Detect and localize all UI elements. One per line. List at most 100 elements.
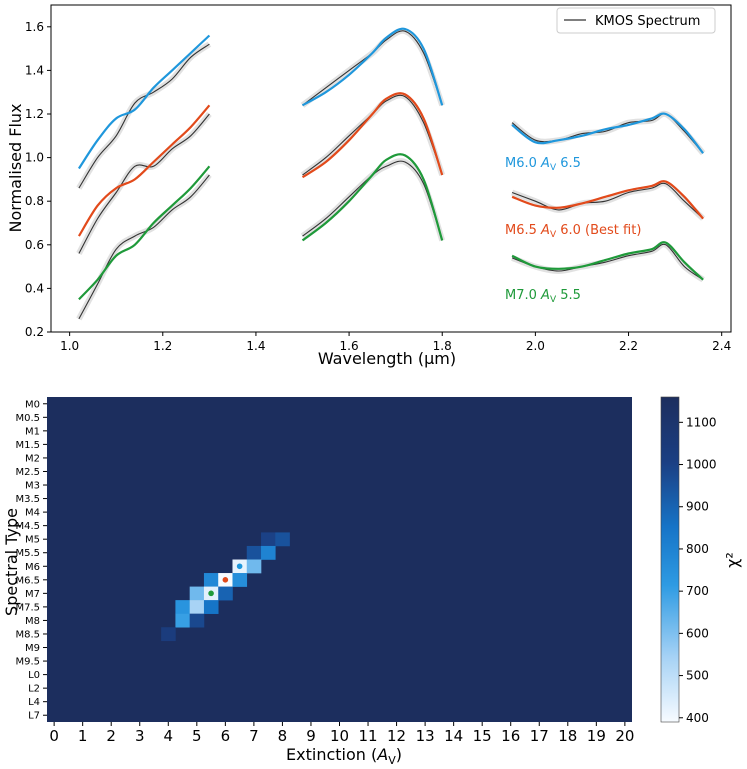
colorbar-tick-label: 500 — [686, 669, 709, 683]
chi2-heatmap-panel: 0 1 2 3 4 5 6 7 8 9 10 11 12 13 14 15 16 17 18 19 20 M0M0.5M… — [2, 396, 742, 767]
heatmap-x-tick-label: 1 — [78, 727, 88, 745]
heatmap-y-tick-label: M7 — [25, 589, 40, 600]
spectrum-x-tick-label: 1.4 — [246, 339, 265, 353]
heatmap-y-tick-label: L2 — [28, 684, 40, 695]
heatmap-x-tick-label: 4 — [164, 727, 174, 745]
model-spectrum-line-0 — [77, 34, 211, 170]
heatmap-y-ticks: M0 M0.5 M1 M1.5 M2 M2.5 M3 M3.5 M4 M4.5 M5 M5.5 M6 M6… — [15, 399, 47, 722]
heatmap-y-tick-label: M4.5 — [15, 521, 40, 532]
kmos-spectrum-line — [78, 113, 210, 254]
heatmap-background-cells — [47, 397, 632, 722]
colorbar-tick-label: 600 — [686, 626, 709, 640]
model-spectrum-line-0 — [301, 27, 444, 107]
kmos-spectrum-line — [511, 243, 704, 281]
colorbar-tick-label: 1000 — [686, 458, 717, 472]
model-spectrum-line-2 — [301, 153, 444, 242]
spectrum-x-tick-label: 2.0 — [526, 339, 545, 353]
heatmap-cell — [203, 573, 219, 587]
heatmap-y-tick-label: M6 — [25, 562, 40, 573]
spectrum-y-tick-label: 0.6 — [25, 238, 44, 252]
colorbar: 400 500 600 700 800 900 1000 1100 χ² — [660, 396, 742, 725]
spectrum-x-ticks: 1.0 1.2 1.4 1.6 1.8 2.0 2.2 2.4 — [60, 332, 731, 353]
spectrum-y-tick-label: 1.6 — [25, 20, 44, 34]
spectrum-lines — [76, 27, 706, 321]
spectrum-x-tick-label: 2.4 — [712, 339, 731, 353]
model-spectrum-line-0 — [511, 112, 704, 154]
heatmap-cell — [175, 600, 190, 614]
heatmap-cell — [161, 627, 176, 642]
heatmap-cell — [261, 532, 276, 547]
heatmap-y-tick-label: M2 — [25, 453, 40, 464]
heatmap-cells — [47, 397, 632, 722]
spectrum-y-ticks: 0.2 0.4 0.6 0.8 1.0 1.2 1.4 1.6 — [25, 20, 51, 339]
heatmap-x-tick-label: 9 — [306, 727, 316, 745]
heatmap-y-tick-label: L7 — [28, 711, 40, 722]
spectrum-y-tick-label: 0.4 — [25, 281, 44, 295]
heatmap-y-tick-label: M4 — [25, 508, 40, 519]
heatmap-x-tick-label: 3 — [135, 727, 145, 745]
legend-label: KMOS Spectrum — [595, 14, 700, 29]
heatmap-cell — [261, 545, 276, 560]
best-fit-marker — [208, 590, 214, 597]
heatmap-x-tick-label: 18 — [558, 727, 577, 745]
spectrum-y-tick-label: 1.0 — [25, 151, 44, 165]
heatmap-x-tick-label: 20 — [615, 727, 634, 745]
heatmap-y-tick-label: L4 — [28, 697, 40, 708]
heatmap-cell — [246, 559, 262, 574]
kmos-spectrum-line — [78, 43, 210, 189]
heatmap-x-tick-label: 7 — [249, 727, 259, 745]
heatmap-y-tick-label: M9 — [25, 643, 40, 654]
heatmap-x-tick-label: 16 — [501, 727, 520, 745]
spectrum-panel: 1.0 1.2 1.4 1.6 1.8 2.0 2.2 2.4 0.2 0.4 0.6 0.8 1.0… — [6, 4, 732, 368]
colorbar-tick-label: 700 — [686, 584, 709, 598]
colorbar-tick-label: 400 — [686, 711, 709, 725]
heatmap-cell — [175, 613, 190, 628]
heatmap-cell — [246, 545, 262, 560]
spectrum-x-tick-label: 1.6 — [340, 339, 359, 353]
series-label-m6-0: M6.0 AV 6.5 — [505, 156, 581, 173]
spectrum-y-axis-label: Normalised Flux — [6, 103, 25, 232]
heatmap-x-tick-label: 8 — [278, 727, 288, 745]
model-spectrum-line-1 — [77, 104, 211, 237]
colorbar-label: χ² — [723, 552, 742, 568]
kmos-spectrum-line — [78, 174, 210, 320]
heatmap-x-tick-label: 10 — [330, 727, 349, 745]
heatmap-cell — [189, 613, 205, 628]
heatmap-cell — [203, 600, 219, 614]
heatmap-x-tick-label: 15 — [473, 727, 492, 745]
heatmap-y-tick-label: M6.5 — [15, 575, 40, 586]
heatmap-x-axis-label: Extinction (AV) — [286, 745, 402, 767]
colorbar-scale — [660, 396, 680, 723]
spectrum-y-tick-label: 0.8 — [25, 194, 44, 208]
legend-box — [556, 7, 716, 34]
heatmap-x-tick-label: 12 — [387, 727, 406, 745]
heatmap-cell — [218, 586, 233, 601]
heatmap-cell — [232, 573, 248, 587]
heatmap-x-tick-label: 17 — [530, 727, 549, 745]
spectrum-y-tick-label: 0.2 — [25, 325, 44, 339]
heatmap-x-tick-label: 0 — [49, 727, 59, 745]
heatmap-x-ticks: 0 1 2 3 4 5 6 7 8 9 10 11 12 13 14 15 16 17 18 19 20 — [49, 722, 634, 745]
heatmap-y-axis-label: Spectral Type — [2, 508, 21, 616]
heatmap-y-tick-label: M2.5 — [15, 467, 40, 478]
spectrum-x-tick-label: 1.0 — [60, 339, 79, 353]
heatmap-x-tick-label: 13 — [416, 727, 435, 745]
model-spectrum-line-2 — [78, 165, 211, 301]
heatmap-x-tick-label: 6 — [221, 727, 231, 745]
heatmap-y-tick-label: M1 — [25, 426, 40, 437]
spectrum-x-axis-label: Wavelength (μm) — [318, 349, 456, 368]
heatmap-y-tick-label: M5.5 — [15, 548, 40, 559]
spectrum-x-tick-label: 1.8 — [433, 339, 452, 353]
heatmap-y-tick-label: M3.5 — [15, 494, 40, 505]
heatmap-y-tick-label: L0 — [28, 670, 40, 681]
heatmap-cell — [189, 586, 205, 601]
spectrum-x-tick-label: 2.2 — [619, 339, 638, 353]
heatmap-cell — [189, 600, 205, 614]
heatmap-x-tick-label: 19 — [587, 727, 606, 745]
heatmap-y-tick-label: M1.5 — [15, 440, 40, 451]
colorbar-tick-label: 900 — [686, 500, 709, 514]
kmos-spectrum-line — [302, 160, 443, 241]
heatmap-markers — [208, 563, 243, 597]
spectrum-plot-frame — [50, 4, 732, 333]
